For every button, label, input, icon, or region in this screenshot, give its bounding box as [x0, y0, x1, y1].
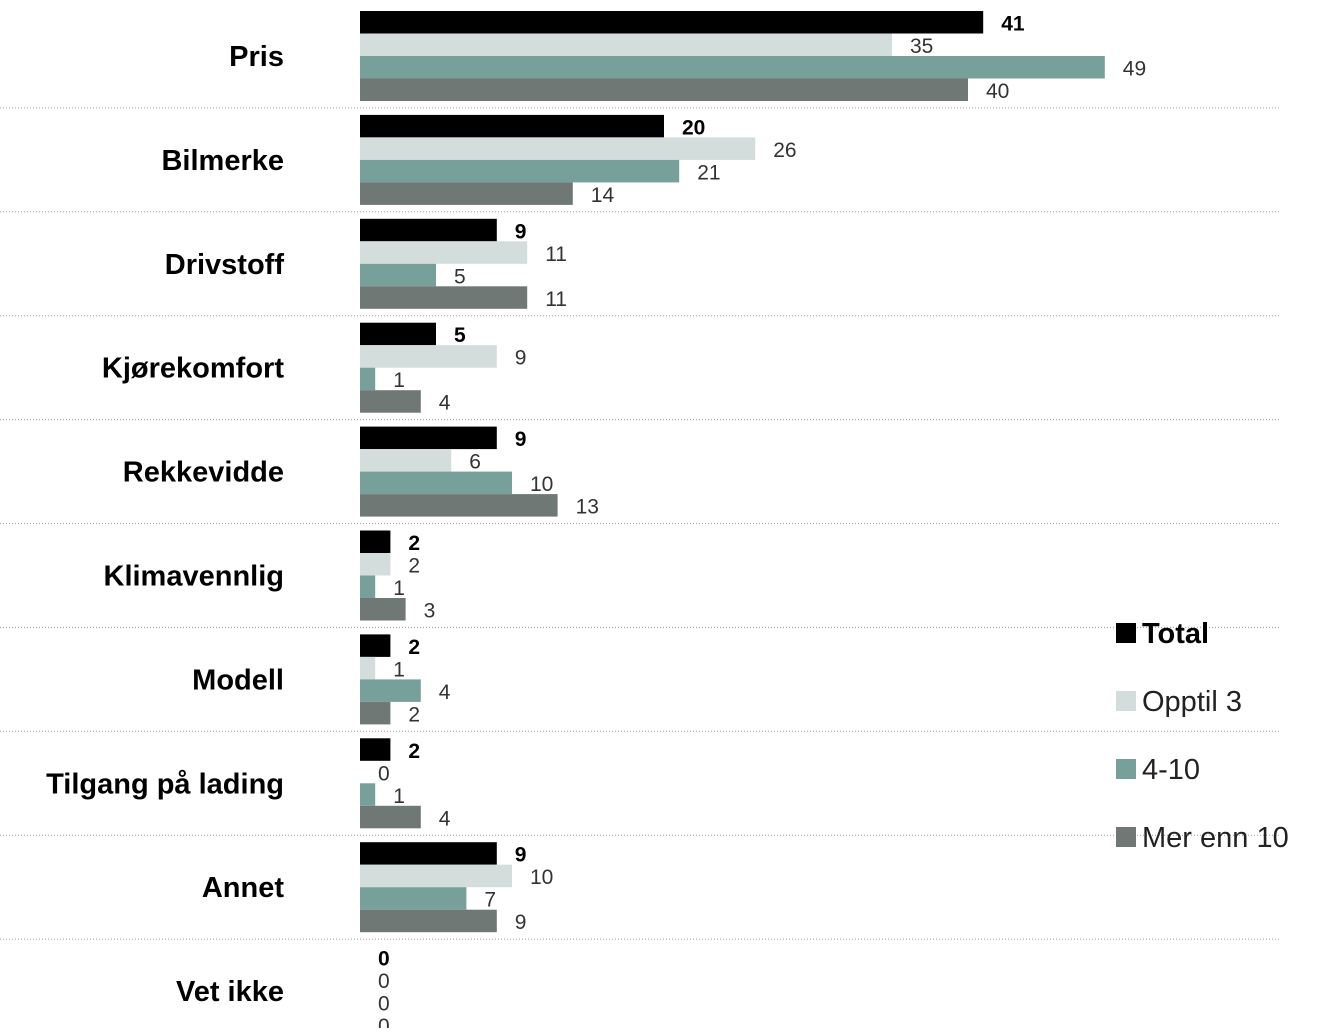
data-label: 0: [378, 762, 390, 785]
data-label: 9: [515, 347, 527, 370]
bar: [360, 805, 421, 829]
data-label: 1: [393, 577, 405, 600]
data-label: 11: [545, 288, 567, 311]
bar: [360, 182, 573, 205]
bar: [360, 842, 497, 865]
bar: [360, 322, 436, 346]
data-label: 2: [408, 555, 420, 578]
bar: [360, 367, 376, 391]
category-label: Vet ikke: [176, 976, 284, 1008]
data-label: 5: [454, 265, 466, 288]
category-label: Klimavennlig: [104, 561, 285, 593]
category-label: Modell: [192, 664, 284, 696]
data-label: 49: [1123, 58, 1146, 81]
data-label: 3: [424, 600, 436, 623]
bar: [360, 887, 467, 910]
data-label: 2: [408, 740, 420, 763]
legend-swatch: [1116, 623, 1136, 643]
data-label: 35: [910, 35, 933, 58]
data-label: 20: [682, 116, 705, 139]
bar: [360, 426, 497, 450]
data-label: 1: [393, 369, 405, 392]
data-label: 1: [393, 785, 405, 808]
data-label: 4: [439, 807, 451, 830]
bar: [360, 218, 497, 242]
data-label: 1: [393, 658, 405, 681]
data-label: 0: [378, 993, 390, 1016]
data-label: 40: [986, 80, 1009, 103]
data-label: 2: [408, 532, 420, 555]
bar: [360, 241, 528, 264]
data-label: 41: [1001, 13, 1025, 36]
data-label: 14: [591, 184, 615, 207]
data-label: 4: [439, 681, 451, 704]
data-label: 7: [484, 889, 496, 912]
data-label: 21: [697, 161, 720, 184]
bar: [360, 553, 391, 576]
bar: [360, 56, 1105, 79]
data-label: 9: [515, 428, 527, 451]
data-label: 13: [576, 496, 599, 519]
bar: [360, 634, 391, 657]
bar: [360, 530, 391, 553]
legend-label: Opptil 3: [1142, 686, 1242, 718]
bar: [360, 575, 376, 598]
category-label: Bilmerke: [161, 145, 284, 177]
data-label: 0: [378, 1015, 390, 1028]
legend-label: Total: [1142, 618, 1209, 650]
bar: [360, 33, 892, 56]
data-label: 9: [515, 844, 527, 867]
bar: [360, 137, 756, 160]
bar: [360, 78, 968, 101]
bar: [360, 471, 512, 495]
bar: [360, 114, 664, 138]
bar: [360, 864, 512, 888]
bar: [360, 783, 376, 806]
bar: [360, 656, 376, 680]
bar: [360, 345, 497, 368]
data-label: 26: [773, 139, 796, 162]
category-label: Kjørekomfort: [102, 353, 284, 385]
bar: [360, 679, 421, 702]
legend-swatch: [1116, 827, 1136, 847]
bar: [360, 598, 406, 621]
bar: [360, 494, 558, 517]
bar: [360, 390, 421, 413]
data-label: 0: [378, 948, 390, 971]
bar: [360, 701, 391, 725]
data-label: 2: [408, 636, 420, 659]
category-label: Pris: [229, 41, 284, 73]
data-label: 9: [515, 220, 527, 243]
category-label: Tilgang på lading: [46, 768, 284, 800]
bar: [360, 263, 436, 287]
data-label: 4: [439, 392, 451, 415]
bar: [360, 286, 528, 309]
data-label: 9: [515, 911, 527, 934]
bar: [360, 11, 984, 34]
data-label: 2: [408, 703, 420, 726]
category-label: Rekkevidde: [123, 457, 284, 489]
data-label: 6: [469, 451, 481, 474]
data-label: 11: [545, 243, 567, 266]
legend-label: 4-10: [1142, 754, 1200, 786]
category-label: Annet: [202, 872, 285, 904]
legend-label: Mer enn 10: [1142, 822, 1289, 854]
data-label: 10: [530, 473, 553, 496]
category-label: Drivstoff: [165, 249, 285, 281]
data-label: 0: [378, 970, 390, 993]
legend-swatch: [1116, 691, 1136, 711]
bar: [360, 159, 680, 183]
data-label: 10: [530, 866, 553, 889]
bar: [360, 909, 497, 933]
bar: [360, 449, 452, 472]
bar: [360, 738, 391, 761]
data-label: 5: [454, 324, 466, 347]
legend-swatch: [1116, 759, 1136, 779]
